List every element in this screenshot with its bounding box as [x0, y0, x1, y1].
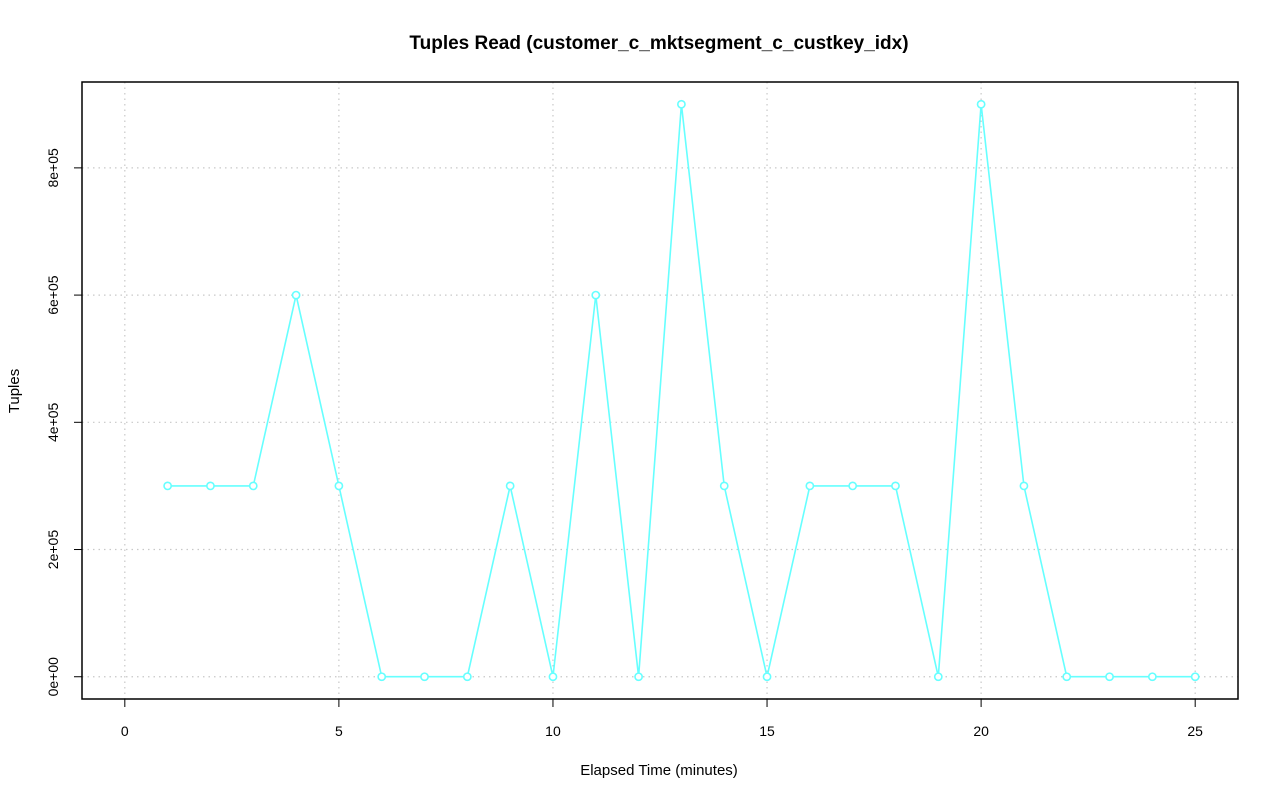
x-tick-label: 25 — [1187, 723, 1203, 739]
data-point — [377, 672, 387, 682]
data-point — [634, 672, 643, 682]
data-point — [848, 481, 858, 491]
chart-title: Tuples Read (customer_c_mktsegment_c_cus… — [409, 33, 908, 54]
data-point — [462, 672, 472, 682]
data-point — [420, 672, 429, 682]
data-point — [1062, 672, 1072, 682]
y-tick-label: 6e+05 — [45, 275, 61, 315]
y-tick-label: 2e+05 — [45, 530, 61, 570]
x-axis-label: Elapsed Time (minutes) — [580, 762, 738, 779]
y-axis: 0e+00 2e+05 4e+05 6e+05 8e+05 — [45, 148, 83, 697]
data-point — [719, 481, 729, 491]
data-point — [1105, 672, 1114, 682]
y-axis-label: Tuples — [6, 369, 23, 413]
markers — [163, 99, 1200, 682]
data-point — [334, 481, 344, 491]
data-point — [291, 290, 301, 300]
x-tick-label: 0 — [121, 723, 129, 739]
data-point — [248, 481, 258, 491]
series-line — [167, 104, 1196, 678]
data-point — [933, 672, 943, 682]
data-point — [762, 672, 772, 682]
data-point — [976, 99, 986, 109]
x-axis: 0 5 10 15 20 25 — [121, 698, 1203, 739]
grid — [82, 82, 1238, 699]
data-point — [1147, 672, 1157, 682]
data-point — [677, 99, 686, 109]
series — [167, 104, 1196, 678]
x-tick-label: 20 — [973, 723, 989, 739]
data-point — [805, 481, 815, 491]
y-tick-label: 8e+05 — [45, 148, 61, 188]
y-tick-label: 4e+05 — [45, 402, 61, 442]
x-tick-label: 10 — [545, 723, 561, 739]
x-tick-label: 15 — [759, 723, 775, 739]
data-point — [206, 481, 215, 491]
x-tick-label: 5 — [335, 723, 343, 739]
data-point — [505, 481, 515, 491]
data-point — [548, 672, 558, 682]
data-point — [591, 290, 601, 300]
y-tick-label: 0e+00 — [45, 657, 61, 697]
data-point — [1190, 672, 1200, 682]
data-point — [163, 481, 173, 491]
data-point — [891, 481, 900, 491]
data-point — [1019, 481, 1029, 491]
